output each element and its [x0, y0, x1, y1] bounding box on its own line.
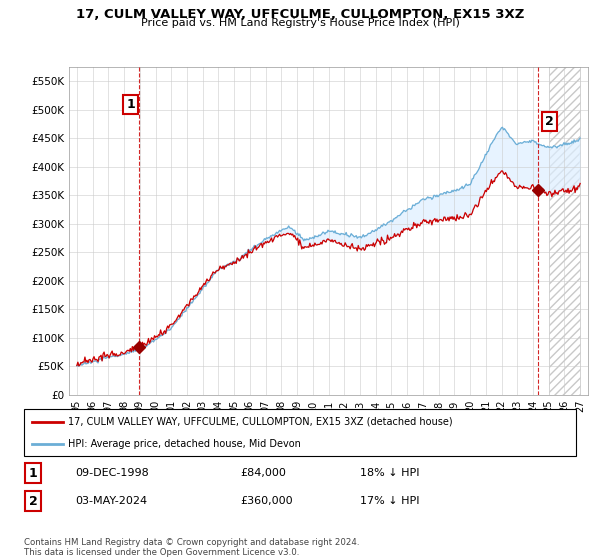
- Text: HPI: Average price, detached house, Mid Devon: HPI: Average price, detached house, Mid …: [68, 438, 301, 449]
- Text: 2: 2: [29, 494, 37, 508]
- Text: 18% ↓ HPI: 18% ↓ HPI: [360, 468, 419, 478]
- Text: 1: 1: [126, 98, 135, 111]
- Text: 1: 1: [29, 466, 37, 480]
- Text: 17, CULM VALLEY WAY, UFFCULME, CULLOMPTON, EX15 3XZ: 17, CULM VALLEY WAY, UFFCULME, CULLOMPTO…: [76, 8, 524, 21]
- Text: 17, CULM VALLEY WAY, UFFCULME, CULLOMPTON, EX15 3XZ (detached house): 17, CULM VALLEY WAY, UFFCULME, CULLOMPTO…: [68, 417, 453, 427]
- FancyBboxPatch shape: [24, 409, 576, 456]
- Text: £84,000: £84,000: [240, 468, 286, 478]
- Text: 03-MAY-2024: 03-MAY-2024: [75, 496, 147, 506]
- Text: 09-DEC-1998: 09-DEC-1998: [75, 468, 149, 478]
- Text: £360,000: £360,000: [240, 496, 293, 506]
- Text: 2: 2: [545, 115, 554, 128]
- Text: 17% ↓ HPI: 17% ↓ HPI: [360, 496, 419, 506]
- Text: Price paid vs. HM Land Registry's House Price Index (HPI): Price paid vs. HM Land Registry's House …: [140, 18, 460, 28]
- Text: Contains HM Land Registry data © Crown copyright and database right 2024.
This d: Contains HM Land Registry data © Crown c…: [24, 538, 359, 557]
